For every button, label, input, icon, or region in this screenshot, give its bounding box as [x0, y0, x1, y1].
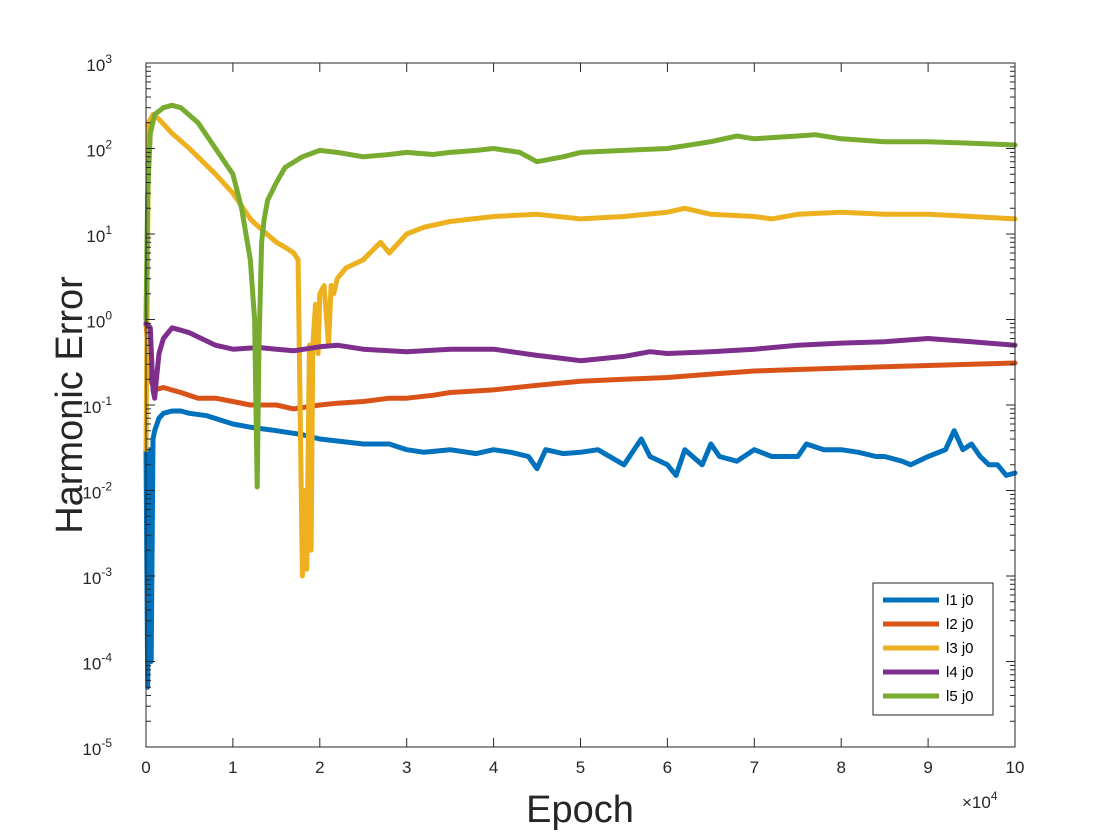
legend-label-5: l5 j0 — [946, 688, 974, 705]
y-tick-label: 102 — [86, 138, 112, 161]
series-line-3 — [143, 112, 1018, 579]
y-tick-exponent: -3 — [101, 565, 112, 579]
y-tick-exponent: 3 — [105, 52, 112, 66]
x-tick-label: 2 — [315, 758, 324, 777]
x-tick-label: 5 — [576, 758, 585, 777]
x-tick-label: 7 — [750, 758, 759, 777]
y-tick-base: 10 — [86, 227, 105, 246]
y-tick-label: 103 — [86, 52, 112, 75]
legend-label-4: l4 j0 — [946, 664, 974, 681]
x-tick-label: 8 — [836, 758, 845, 777]
y-tick-base: 10 — [86, 313, 105, 332]
x-tick-label: 6 — [663, 758, 672, 777]
y-tick-label: 10-5 — [82, 736, 112, 759]
y-tick-exponent: -2 — [101, 480, 112, 494]
legend-label-1: l1 j0 — [946, 592, 974, 609]
x-tick-label: 4 — [489, 758, 498, 777]
y-tick-base: 10 — [82, 655, 101, 674]
y-tick-label: 100 — [86, 309, 112, 332]
plot-area — [146, 63, 1015, 747]
y-tick-base: 10 — [82, 398, 101, 417]
series-line-4 — [143, 320, 1018, 401]
y-tick-base: 10 — [86, 142, 105, 161]
y-tick-exponent: 0 — [105, 309, 112, 323]
y-tick-base: 10 — [82, 740, 101, 759]
x-tick-label: 0 — [141, 758, 150, 777]
legend: l1 j0 l2 j0 l3 j0 l4 j0 l5 j0 — [872, 582, 994, 716]
y-tick-label: 10-1 — [82, 394, 112, 417]
x-tick-label: 1 — [228, 758, 237, 777]
x-tick-label: 10 — [1006, 758, 1025, 777]
y-tick-exponent: -5 — [101, 736, 112, 750]
y-tick-exponent: -4 — [101, 651, 112, 665]
x-axis-title: Epoch — [526, 789, 634, 831]
y-tick-base: 10 — [82, 484, 101, 503]
plot-frame — [145, 62, 1016, 748]
x-tick-label: 3 — [402, 758, 411, 777]
x-multiplier-base: ×10 — [962, 793, 991, 812]
x-multiplier-exponent: 4 — [991, 789, 998, 803]
x-tick-label: 9 — [923, 758, 932, 777]
y-tick-label: 101 — [86, 223, 112, 246]
y-tick-label: 10-3 — [82, 565, 112, 588]
y-tick-exponent: 2 — [105, 138, 112, 152]
series-layer — [143, 102, 1018, 690]
y-axis-title: Harmonic Error — [49, 276, 91, 534]
y-tick-label: 10-4 — [82, 651, 112, 674]
y-tick-label: 10-2 — [82, 480, 112, 503]
series-line-5 — [143, 102, 1018, 490]
legend-label-3: l3 j0 — [946, 640, 974, 657]
x-multiplier-label: ×104 — [962, 789, 998, 812]
tick-label-layer: 0 1 2 3 4 5 6 7 8 9 1010-510-410-310-210-110010110… — [82, 52, 1024, 777]
legend-label-2: l2 j0 — [946, 616, 974, 633]
series-line-2 — [143, 320, 1018, 412]
y-tick-exponent: 1 — [105, 223, 112, 237]
series-line-1 — [143, 408, 1018, 690]
y-tick-exponent: -1 — [101, 394, 112, 408]
y-tick-base: 10 — [82, 569, 101, 588]
y-tick-base: 10 — [86, 56, 105, 75]
